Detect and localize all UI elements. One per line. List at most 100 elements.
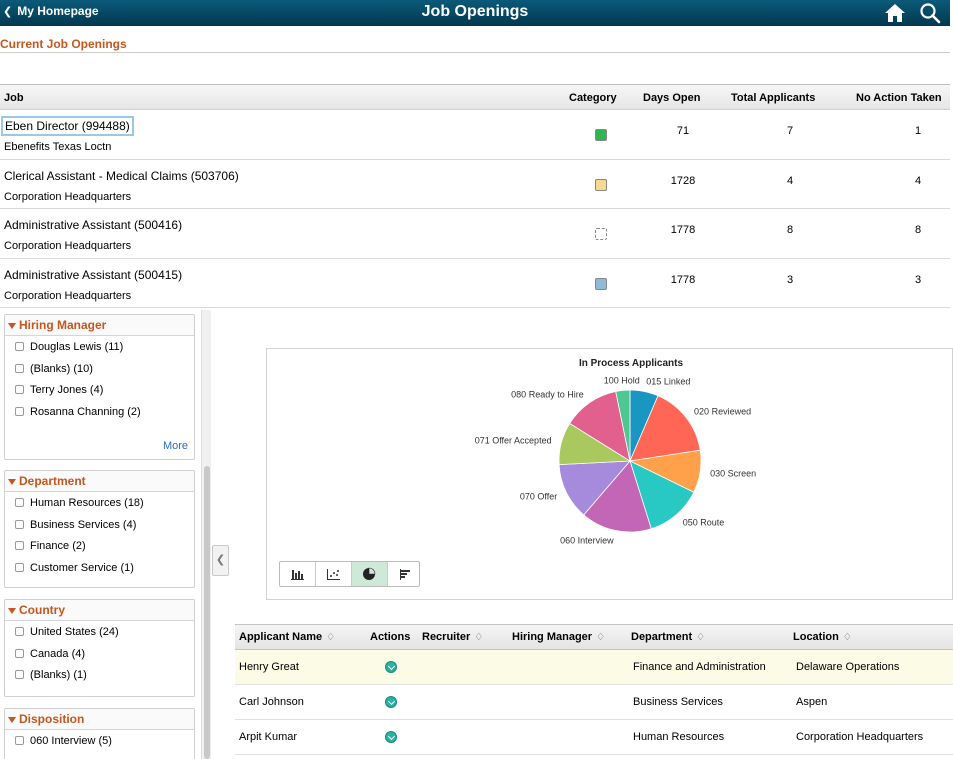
actions-icon[interactable] xyxy=(385,731,397,743)
actions-icon[interactable] xyxy=(385,661,397,673)
pie-chart-icon xyxy=(363,567,376,580)
slice-label: 015 Linked xyxy=(646,377,690,387)
checkbox[interactable] xyxy=(15,363,24,373)
checkbox[interactable] xyxy=(15,541,24,551)
location-cell: Corporation Headquarters xyxy=(796,731,924,743)
facet-country: Country United States (24) Canada (4) (B… xyxy=(4,599,195,697)
table-row[interactable]: Arpit Kumar Human Resources Corporation … xyxy=(235,720,953,755)
search-icon[interactable] xyxy=(919,2,941,24)
applicant-name[interactable]: Arpit Kumar xyxy=(239,731,298,743)
facet-option[interactable]: United States (24) xyxy=(5,621,194,643)
column-header-no-action: No Action Taken xyxy=(856,92,942,104)
back-label: My Homepage xyxy=(17,4,99,18)
collapse-triangle-icon[interactable] xyxy=(8,608,16,614)
home-icon[interactable] xyxy=(884,2,906,24)
facet-option[interactable]: Human Resources (18) xyxy=(5,492,194,514)
filter-scrollbar[interactable] xyxy=(201,310,211,759)
facet-option[interactable]: Finance (2) xyxy=(5,535,194,557)
table-row[interactable]: Eben Director (994488) Ebenefits Texas L… xyxy=(0,110,950,160)
pie-slice[interactable] xyxy=(583,460,652,533)
option-label: Rosanna Channing (2) xyxy=(30,406,141,419)
facet-option[interactable]: (Blanks) (10) xyxy=(5,358,194,380)
facet-hiring-manager: Hiring Manager Douglas Lewis (11) (Blank… xyxy=(4,314,195,460)
checkbox[interactable] xyxy=(15,342,24,351)
scatter-chart-button[interactable] xyxy=(316,562,352,586)
horizontal-bar-button[interactable] xyxy=(388,562,423,586)
sort-icon[interactable]: ♢ xyxy=(596,632,606,643)
collapse-triangle-icon[interactable] xyxy=(8,323,16,329)
facet-option[interactable]: Terry Jones (4) xyxy=(5,379,194,401)
actions-icon[interactable] xyxy=(385,696,397,708)
checkbox[interactable] xyxy=(15,648,24,658)
pie-slice[interactable] xyxy=(615,389,631,462)
table-row[interactable]: Carl Johnson Business Services Aspen xyxy=(235,685,953,720)
facet-option[interactable]: 060 Interview (5) xyxy=(5,730,194,752)
column-header-hiring-manager[interactable]: Hiring Manager ♢ xyxy=(512,631,605,643)
job-title-link[interactable]: Clerical Assistant - Medical Claims (503… xyxy=(4,168,239,183)
chart-panel: In Process Applicants 015 Linked 020 Revi… xyxy=(266,348,953,600)
table-row[interactable]: Clerical Assistant - Medical Claims (503… xyxy=(0,160,950,209)
scrollbar-thumb[interactable] xyxy=(204,466,210,759)
collapse-panel-button[interactable]: ❮ xyxy=(212,545,229,576)
sort-icon[interactable]: ♢ xyxy=(842,632,852,643)
applicant-name[interactable]: Carl Johnson xyxy=(239,696,304,708)
option-label: Human Resources (18) xyxy=(30,497,144,509)
option-label: (Blanks) (10) xyxy=(30,362,93,375)
back-button[interactable]: ❮ My Homepage xyxy=(3,4,99,18)
divider xyxy=(0,52,950,53)
grid-header: Applicant Name ♢ Actions Recruiter ♢ Hirin… xyxy=(235,624,953,650)
pie-slice[interactable] xyxy=(558,460,631,516)
facet-option[interactable]: Customer Service (1) xyxy=(5,557,194,579)
total-applicants: 7 xyxy=(786,125,794,137)
table-row[interactable]: Administrative Assistant (500416) Corpor… xyxy=(0,209,950,259)
days-open: 1778 xyxy=(670,273,696,286)
column-header-department[interactable]: Department ♢ xyxy=(631,631,705,643)
facet-option[interactable]: Canada (4) xyxy=(5,643,194,665)
checkbox[interactable] xyxy=(15,385,24,395)
checkbox[interactable] xyxy=(15,736,24,745)
column-header-location[interactable]: Location ♢ xyxy=(793,631,852,643)
facet-option[interactable]: Business Services (4) xyxy=(5,514,194,536)
pie-slice[interactable] xyxy=(629,395,701,462)
slice-label: 070 Offer xyxy=(520,492,557,502)
job-title-link[interactable]: Administrative Assistant (500415) xyxy=(4,267,183,282)
sort-icon[interactable]: ♢ xyxy=(474,632,484,643)
checkbox[interactable] xyxy=(15,498,24,507)
facet-disposition: Disposition 060 Interview (5) xyxy=(4,708,195,759)
job-title-link[interactable]: Eben Director (994488) xyxy=(1,116,134,136)
sort-icon[interactable]: ♢ xyxy=(696,632,706,643)
column-label: Hiring Manager xyxy=(512,631,593,643)
job-title-link[interactable]: Administrative Assistant (500416) xyxy=(4,218,183,232)
facet-header[interactable]: Hiring Manager xyxy=(5,315,194,336)
facet-option[interactable]: Douglas Lewis (11) xyxy=(5,336,194,358)
facet-header[interactable]: Country xyxy=(5,600,194,621)
section-title: Current Job Openings xyxy=(0,37,127,51)
facet-header[interactable]: Department xyxy=(5,471,194,492)
facet-option[interactable]: (Blanks) (1) xyxy=(5,664,194,686)
more-link[interactable]: More xyxy=(162,440,188,452)
table-row[interactable]: Henry Great Finance and Administration D… xyxy=(235,650,953,685)
collapse-triangle-icon[interactable] xyxy=(8,717,16,723)
chevron-left-icon: ❮ xyxy=(215,554,226,566)
pie-slice[interactable] xyxy=(629,460,695,530)
checkbox[interactable] xyxy=(15,519,24,529)
pie-chart-button[interactable] xyxy=(352,562,388,586)
slice-label: 071 Offer Accepted xyxy=(475,436,552,446)
collapse-triangle-icon[interactable] xyxy=(8,479,16,485)
column-header-applicant-name[interactable]: Applicant Name ♢ xyxy=(239,631,335,643)
days-open: 1778 xyxy=(670,224,696,236)
facet-header[interactable]: Disposition xyxy=(5,709,194,730)
checkbox[interactable] xyxy=(15,407,24,417)
column-label: Applicant Name xyxy=(239,631,323,643)
pie-slice[interactable] xyxy=(569,390,631,462)
applicants-grid: Applicant Name ♢ Actions Recruiter ♢ Hirin… xyxy=(235,624,953,755)
bar-chart-button[interactable] xyxy=(280,562,316,586)
checkbox[interactable] xyxy=(15,627,24,636)
checkbox[interactable] xyxy=(15,563,24,573)
applicant-name[interactable]: Henry Great xyxy=(239,661,299,673)
sort-icon[interactable]: ♢ xyxy=(326,632,336,643)
checkbox[interactable] xyxy=(15,670,24,680)
table-row[interactable]: Administrative Assistant (500415) Corpor… xyxy=(0,259,950,308)
column-header-recruiter[interactable]: Recruiter ♢ xyxy=(422,631,483,643)
facet-option[interactable]: Rosanna Channing (2) xyxy=(5,401,194,423)
